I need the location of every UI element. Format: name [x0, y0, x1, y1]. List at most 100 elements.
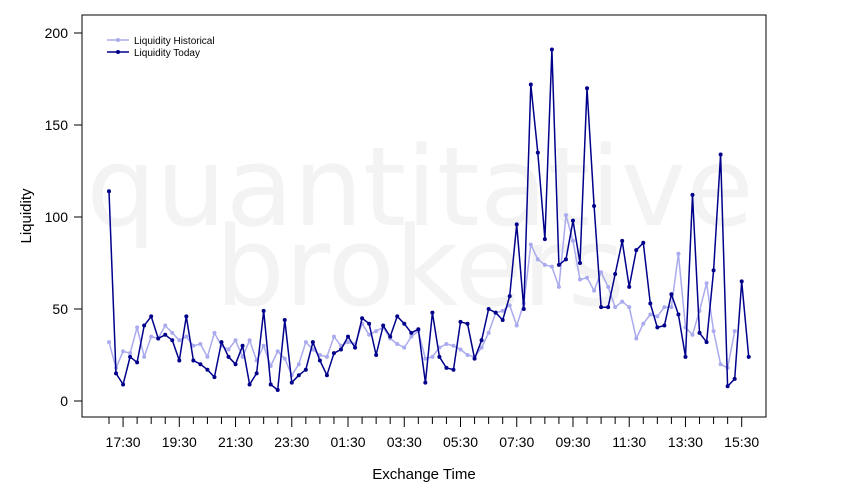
data-point	[395, 314, 400, 319]
data-point	[704, 340, 709, 345]
data-point	[296, 362, 301, 367]
data-point	[184, 334, 189, 339]
data-point	[704, 281, 709, 286]
data-point	[641, 321, 646, 326]
data-point	[676, 251, 681, 256]
data-point	[198, 341, 203, 346]
data-point	[268, 382, 273, 387]
data-point	[592, 288, 597, 293]
data-point	[451, 367, 456, 372]
data-point	[107, 340, 111, 345]
data-point	[549, 264, 554, 269]
data-point	[627, 284, 632, 289]
data-point	[556, 262, 561, 267]
data-point	[409, 330, 414, 335]
data-point	[648, 301, 653, 306]
y-tick-label: 100	[45, 209, 69, 225]
data-point	[570, 238, 575, 243]
data-point	[711, 329, 716, 334]
data-point	[416, 327, 421, 332]
data-point	[170, 338, 175, 343]
data-point	[620, 238, 625, 243]
data-point	[395, 341, 400, 346]
data-point	[142, 354, 147, 359]
data-point	[599, 305, 604, 310]
data-point	[360, 316, 365, 321]
data-point	[121, 382, 126, 387]
data-point	[402, 345, 407, 350]
y-axis: 0 50 100 150 200	[45, 25, 83, 409]
y-tick-label: 0	[60, 393, 68, 409]
x-tick-label: 11:30	[612, 434, 646, 450]
data-point	[367, 321, 372, 326]
data-point	[324, 354, 329, 359]
data-point	[718, 152, 723, 157]
x-tick-label: 17:30	[106, 434, 141, 450]
x-axis-title: Exchange Time	[372, 466, 475, 483]
data-point	[240, 343, 245, 348]
data-point	[331, 351, 336, 356]
data-point	[142, 323, 147, 328]
data-point	[346, 334, 351, 339]
data-point	[655, 325, 660, 330]
data-point	[205, 354, 210, 359]
data-point	[493, 310, 498, 315]
data-point	[690, 192, 695, 197]
data-point	[451, 343, 456, 348]
data-point	[247, 338, 252, 343]
x-axis: 17:30 19:30 21:30 23:30 01:30 03:30 05:30 07:30…	[106, 416, 759, 450]
data-point	[739, 279, 744, 284]
data-point	[676, 312, 681, 317]
watermark-line-2: brokers	[215, 203, 625, 331]
data-point	[662, 323, 667, 328]
data-point	[599, 270, 604, 275]
x-tick-label: 13:30	[668, 434, 703, 450]
data-point	[514, 222, 519, 227]
data-point	[542, 262, 547, 267]
data-point	[458, 319, 463, 324]
data-point	[479, 338, 484, 343]
data-point	[634, 336, 639, 341]
data-point	[486, 330, 491, 335]
data-point	[303, 340, 308, 345]
data-point	[289, 380, 294, 385]
data-point	[746, 354, 751, 359]
data-point	[303, 367, 308, 372]
x-tick-label: 09:30	[555, 434, 590, 450]
data-point	[226, 347, 231, 352]
data-point	[563, 213, 568, 218]
data-point	[261, 343, 266, 348]
data-point	[198, 362, 203, 367]
data-point	[177, 358, 182, 363]
x-tick-label: 05:30	[443, 434, 478, 450]
data-point	[282, 318, 287, 323]
x-tick-label: 15:30	[724, 434, 759, 450]
data-point	[570, 218, 575, 223]
data-point	[163, 332, 168, 337]
data-point	[507, 294, 512, 299]
x-tick-label: 21:30	[218, 434, 253, 450]
data-point	[556, 284, 561, 289]
data-point	[353, 345, 358, 350]
legend-marker	[116, 50, 120, 54]
series-layer	[107, 47, 751, 392]
data-point	[184, 314, 189, 319]
data-point	[465, 321, 470, 326]
data-point	[486, 307, 491, 311]
data-point	[247, 382, 252, 387]
x-tick-label: 01:30	[330, 434, 365, 450]
legend-label: Liquidity Historical	[134, 36, 215, 47]
data-point	[528, 242, 533, 247]
data-point	[310, 340, 315, 345]
data-point	[697, 330, 702, 335]
data-point	[500, 308, 505, 313]
data-point	[641, 240, 646, 245]
y-tick-label: 50	[52, 301, 68, 317]
data-point	[121, 349, 126, 354]
data-point	[317, 358, 322, 363]
data-point	[367, 332, 372, 337]
data-point	[563, 257, 568, 262]
data-point	[732, 329, 737, 334]
